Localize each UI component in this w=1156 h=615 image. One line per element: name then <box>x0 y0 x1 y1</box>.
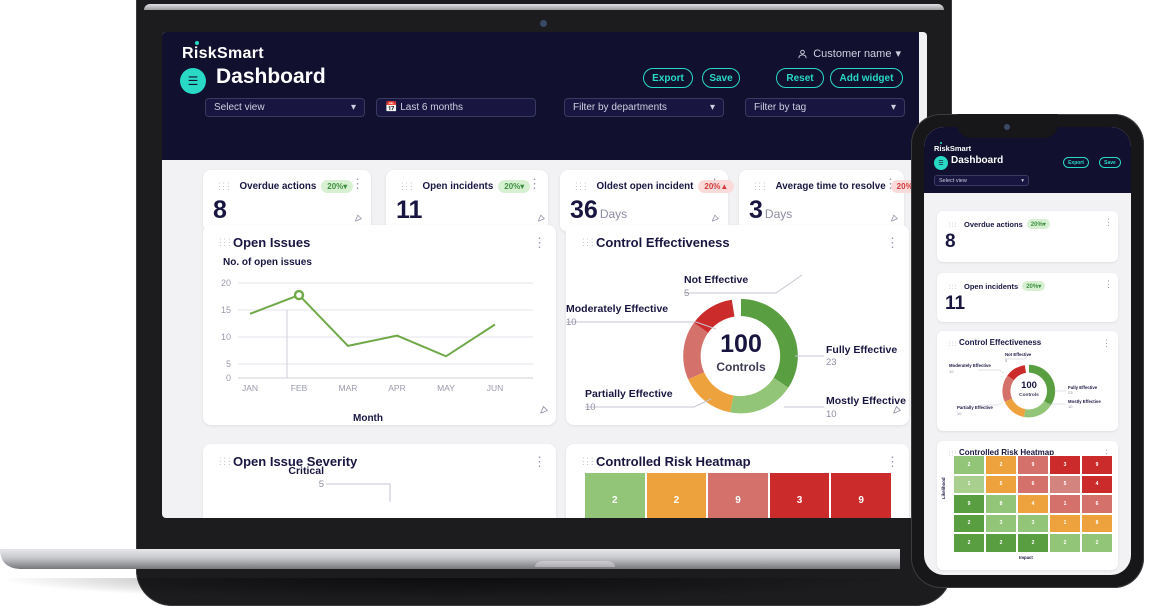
svg-text:Partially Effective: Partially Effective <box>957 405 993 410</box>
svg-text:0: 0 <box>226 373 231 383</box>
svg-text:Moderately Effective: Moderately Effective <box>566 303 668 315</box>
svg-text:23: 23 <box>1068 390 1073 395</box>
svg-text:Critical: Critical <box>288 465 324 477</box>
svg-text:Mostly Effective: Mostly Effective <box>1068 399 1101 404</box>
svg-text:MAY: MAY <box>437 383 455 393</box>
svg-text:JUN: JUN <box>487 383 504 393</box>
svg-text:APR: APR <box>388 383 405 393</box>
svg-text:20: 20 <box>221 278 231 288</box>
svg-text:Controls: Controls <box>1019 392 1039 398</box>
svg-text:Fully Effective: Fully Effective <box>1068 385 1098 390</box>
svg-text:10: 10 <box>221 332 231 342</box>
svg-text:10: 10 <box>566 317 577 328</box>
svg-text:10: 10 <box>585 402 596 413</box>
svg-text:Not Effective: Not Effective <box>684 274 748 286</box>
svg-text:Not Effective: Not Effective <box>1005 352 1032 357</box>
svg-text:10: 10 <box>1068 404 1073 409</box>
svg-text:100: 100 <box>720 330 762 358</box>
svg-text:5: 5 <box>319 479 324 490</box>
svg-text:10: 10 <box>957 411 962 416</box>
svg-text:10: 10 <box>949 369 954 374</box>
svg-text:5: 5 <box>226 359 231 369</box>
svg-text:MAR: MAR <box>339 383 358 393</box>
svg-text:JAN: JAN <box>242 383 258 393</box>
svg-text:23: 23 <box>826 357 837 368</box>
svg-text:Partially Effective: Partially Effective <box>585 388 673 400</box>
svg-text:Moderately Effective: Moderately Effective <box>949 363 991 368</box>
svg-text:Fully Effective: Fully Effective <box>826 344 897 356</box>
svg-text:100: 100 <box>1021 380 1037 391</box>
svg-text:5: 5 <box>684 288 689 299</box>
svg-text:10: 10 <box>826 409 837 420</box>
svg-text:15: 15 <box>221 305 231 315</box>
svg-text:FEB: FEB <box>291 383 308 393</box>
svg-text:Controls: Controls <box>716 360 766 374</box>
svg-text:Mostly Effective: Mostly Effective <box>826 395 906 407</box>
